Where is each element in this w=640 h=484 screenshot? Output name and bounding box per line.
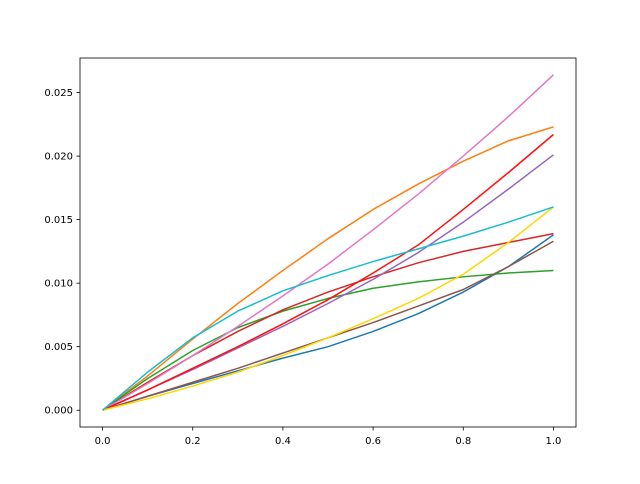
x-tick-label: 0.8 bbox=[455, 436, 471, 447]
plot-area bbox=[102, 74, 554, 411]
y-tick-label: 0.010 bbox=[44, 279, 73, 290]
line-series bbox=[102, 126, 554, 411]
x-tick-label: 0.4 bbox=[275, 436, 291, 447]
line-series bbox=[102, 206, 554, 411]
y-tick-label: 0.000 bbox=[44, 406, 73, 417]
y-tick-label: 0.025 bbox=[44, 88, 73, 99]
line-series bbox=[102, 240, 554, 411]
y-tick-label: 0.005 bbox=[44, 342, 73, 353]
line-series bbox=[102, 206, 554, 411]
line-series bbox=[102, 232, 554, 411]
x-tick-label: 0.0 bbox=[95, 436, 111, 447]
line-series bbox=[102, 74, 554, 411]
x-tick-label: 0.2 bbox=[185, 436, 201, 447]
line-series bbox=[102, 269, 554, 411]
y-tick-label: 0.015 bbox=[44, 215, 73, 226]
y-tick-label: 0.020 bbox=[44, 152, 73, 163]
x-tick-label: 0.6 bbox=[365, 436, 381, 447]
x-tick-label: 1.0 bbox=[546, 436, 562, 447]
line-series bbox=[102, 154, 554, 411]
axes-frame bbox=[79, 57, 577, 428]
line-series bbox=[102, 133, 554, 411]
line-series bbox=[102, 234, 554, 411]
